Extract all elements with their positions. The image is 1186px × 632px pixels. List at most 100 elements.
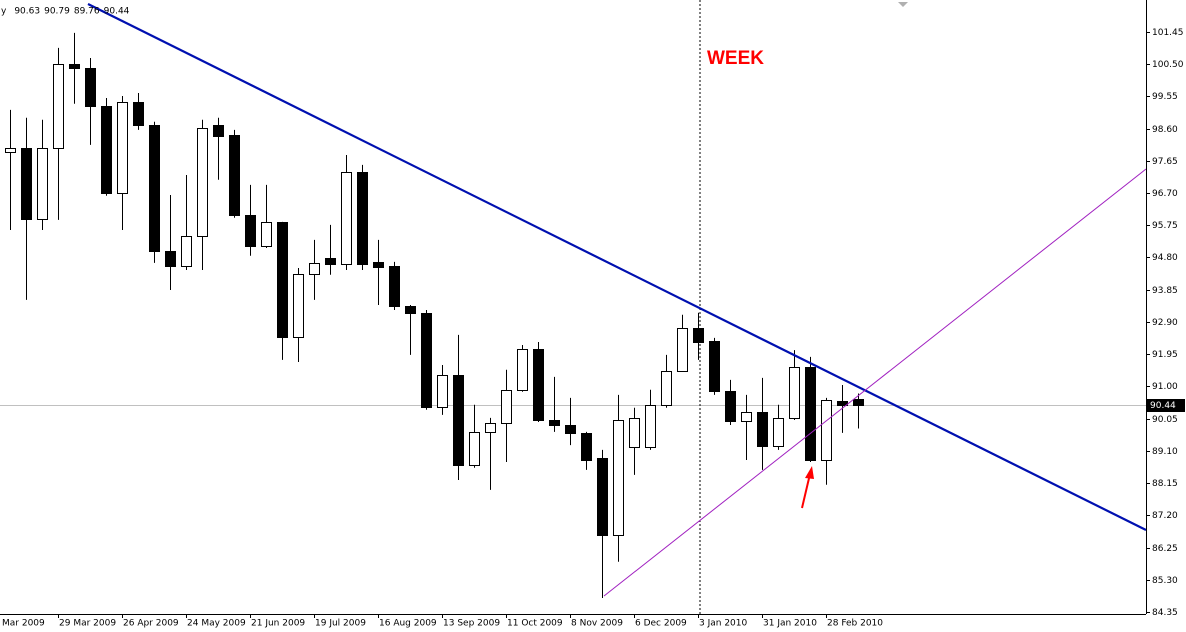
bull-candle-body	[117, 102, 128, 194]
bear-candle-body	[533, 349, 544, 421]
arrow-shaft	[801, 473, 811, 509]
bull-candle-body	[741, 412, 752, 422]
bear-candle-body	[805, 367, 816, 461]
annotation: WEEK	[707, 48, 764, 69]
y-tick-label: 87.20	[1152, 511, 1178, 521]
bear-candle-body	[421, 313, 432, 408]
bull-candle-body	[821, 400, 832, 461]
bull-candle-body	[341, 172, 352, 265]
bear-candle-body	[21, 148, 32, 220]
x-tick-label: 29 Mar 2009	[59, 619, 116, 629]
bear-candle-body	[373, 262, 384, 268]
bull-candle-body	[5, 148, 16, 153]
x-tick-label: 11 Oct 2009	[507, 619, 563, 629]
bull-candle-body	[37, 148, 48, 220]
support-line	[603, 168, 1146, 597]
arrow-head	[805, 466, 814, 479]
plot-area	[0, 32, 1146, 599]
bull-candle-body	[645, 405, 656, 448]
x-tick-label: 8 Nov 2009	[571, 619, 623, 629]
x-tick-label: 19 Jul 2009	[315, 619, 366, 629]
bull-candle-body	[629, 418, 640, 448]
y-tick-label: 88.15	[1152, 479, 1178, 489]
ohlc-value: 90.79	[44, 7, 70, 17]
y-tick-label: 91.00	[1152, 382, 1178, 392]
bear-candle-body	[549, 420, 560, 426]
bear-candle-body	[389, 266, 400, 307]
chart-shift-marker	[898, 2, 908, 7]
ohlc-value: 89.76	[74, 7, 100, 17]
y-tick-label: 95.75	[1152, 221, 1178, 231]
bear-candle-body	[213, 125, 224, 137]
bear-candle-body	[149, 125, 160, 252]
bear-candle-body	[325, 258, 336, 265]
x-tick-label: 24 May 2009	[187, 619, 246, 629]
bear-candle-body	[133, 102, 144, 126]
bull-candle-body	[53, 64, 64, 149]
last-price-tag	[1147, 399, 1185, 412]
bull-candle-body	[469, 432, 480, 466]
bull-candle-body	[661, 371, 672, 406]
bear-candle-body	[69, 64, 80, 69]
bear-candle-body	[245, 215, 256, 247]
y-tick-label: 86.25	[1152, 544, 1178, 554]
bull-candle-body	[517, 349, 528, 391]
last-price-label: 90.44	[1150, 401, 1176, 411]
x-tick-label: 16 Aug 2009	[379, 619, 437, 629]
bull-candle-body	[613, 420, 624, 536]
drawings	[87, 0, 1146, 614]
x-tick-label: 13 Sep 2009	[443, 619, 500, 629]
bear-candle-body	[565, 425, 576, 434]
y-tick-label: 101.45	[1152, 28, 1184, 38]
symbol-label: y	[1, 7, 7, 17]
x-tick-label: 28 Feb 2010	[827, 619, 883, 629]
y-tick-label: 93.85	[1152, 286, 1178, 296]
bear-candle-body	[85, 68, 96, 107]
bear-candle-body	[693, 328, 704, 343]
x-tick-label: 3 Jan 2010	[699, 619, 747, 629]
bear-candle-body	[165, 251, 176, 267]
x-tick-label: Mar 2009	[2, 619, 45, 629]
y-tick-label: 90.05	[1152, 415, 1178, 425]
bull-candle-body	[789, 367, 800, 419]
bull-candle-body	[197, 128, 208, 237]
y-tick-label: 91.95	[1152, 350, 1178, 360]
bear-candle-body	[581, 433, 592, 461]
bull-candle-body	[293, 274, 304, 338]
ohlc-value: 90.44	[104, 7, 130, 17]
y-tick-label: 84.35	[1152, 608, 1178, 618]
trend-line	[87, 3, 1146, 531]
y-tick-label: 100.50	[1152, 60, 1184, 70]
bull-candle-body	[181, 236, 192, 267]
ohlc-value: 90.63	[14, 7, 40, 17]
bull-candle-body	[773, 418, 784, 447]
bear-candle-body	[853, 399, 864, 406]
y-tick-label: 85.30	[1152, 576, 1178, 586]
bear-candle-body	[101, 106, 112, 194]
header: y 90.63 90.79 89.76 90.44	[1, 7, 130, 17]
bear-candle-body	[229, 135, 240, 216]
y-tick-label: 98.60	[1152, 125, 1178, 135]
bear-candle-body	[453, 375, 464, 466]
bull-candle-body	[437, 375, 448, 408]
y-tick-label: 89.10	[1152, 447, 1178, 457]
bear-candle-body	[597, 458, 608, 536]
y-tick-label: 97.65	[1152, 157, 1178, 167]
y-tick-label: 94.80	[1152, 253, 1178, 263]
bear-candle-body	[709, 341, 720, 392]
bear-candle-body	[837, 401, 848, 406]
bull-candle-body	[677, 328, 688, 372]
bear-candle-body	[757, 412, 768, 447]
x-tick-label: 26 Apr 2009	[123, 619, 179, 629]
bear-candle-body	[725, 391, 736, 422]
bear-candle-body	[405, 306, 416, 314]
y-tick-label: 92.90	[1152, 318, 1178, 328]
y-tick-label: 99.55	[1152, 92, 1178, 102]
bear-candle-body	[357, 172, 368, 265]
x-tick-label: 21 Jun 2009	[251, 619, 305, 629]
x-tick-label: 31 Jan 2010	[763, 619, 817, 629]
x-tick-label: 6 Dec 2009	[635, 619, 687, 629]
